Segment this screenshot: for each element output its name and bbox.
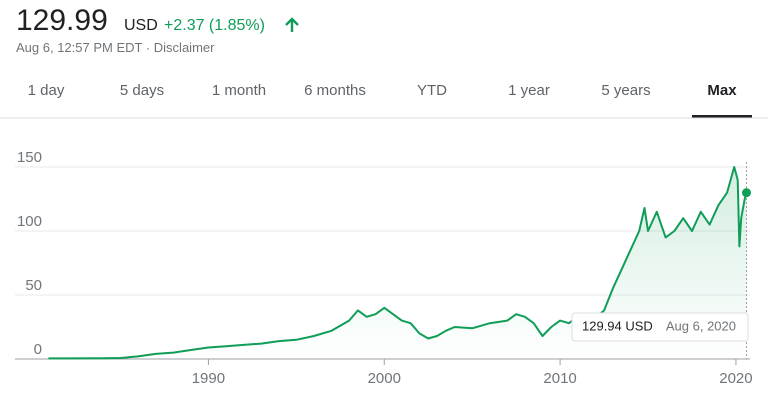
y-tick-label: 0	[34, 341, 42, 358]
tab[interactable]: Max	[707, 82, 737, 99]
tooltip-price: 129.94 USD	[582, 318, 653, 333]
tab-underline	[692, 115, 752, 118]
change: +2.37 (1.85%)	[164, 17, 265, 34]
y-tick-label: 150	[17, 149, 42, 166]
tab[interactable]: 6 months	[304, 82, 366, 99]
y-tick-label: 50	[25, 277, 42, 294]
currency: USD	[124, 17, 158, 34]
tooltip-box	[571, 312, 749, 342]
up-arrow	[285, 17, 299, 32]
timestamp: Aug 6, 12:57 PM EDT · Disclaimer	[16, 40, 215, 55]
y-tick-label: 100	[17, 213, 42, 230]
tab[interactable]: YTD	[417, 82, 447, 99]
end-point	[741, 188, 751, 198]
price: 129.99	[16, 4, 108, 37]
x-tick-label: 1990	[192, 370, 225, 387]
x-tick-label: 2000	[368, 370, 401, 387]
x-tick-label: 2010	[543, 370, 576, 387]
tab[interactable]: 1 year	[508, 82, 550, 99]
price-line	[48, 166, 748, 360]
tab[interactable]: 5 years	[601, 82, 650, 99]
tooltip-date: Aug 6, 2020	[666, 318, 736, 333]
tab[interactable]: 1 day	[28, 82, 65, 99]
tab[interactable]: 1 month	[212, 82, 266, 99]
tab[interactable]: 5 days	[120, 82, 164, 99]
x-tick-label: 2020	[719, 370, 752, 387]
disclaimer-link[interactable]: Disclaimer	[154, 40, 215, 55]
